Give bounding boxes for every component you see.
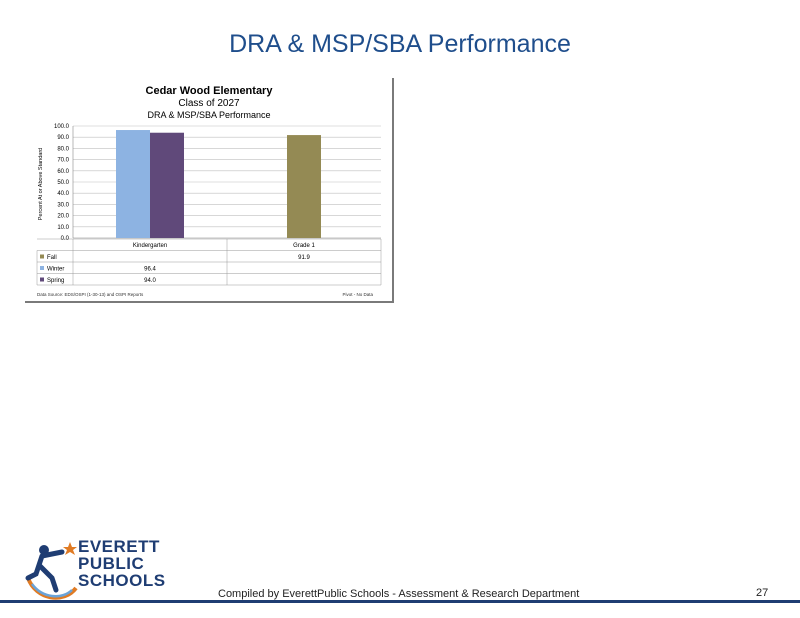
bar-winter <box>116 130 150 238</box>
category-label: Kindergarten <box>133 243 167 249</box>
legend-label-winter: Winter <box>47 267 64 273</box>
data-label: 94.0 <box>144 278 156 284</box>
data-label: 96.4 <box>144 267 156 273</box>
y-tick-label: 100.0 <box>54 124 70 130</box>
chart-title: Cedar Wood Elementary <box>146 85 274 97</box>
legend-label-fall: Fall <box>47 255 57 261</box>
bar-spring <box>150 132 184 238</box>
chart-subtitle-class: Class of 2027 <box>178 98 240 109</box>
date-note: Pivot - No Data <box>342 292 373 297</box>
y-tick-label: 30.0 <box>57 202 69 208</box>
category-label: Grade 1 <box>293 243 315 249</box>
footer-credit: Compiled by EverettPublic Schools - Asse… <box>218 588 580 600</box>
page-number: 27 <box>756 587 769 599</box>
y-tick-label: 20.0 <box>57 214 69 220</box>
everett-public-schools-logo: EVERETT PUBLIC SCHOOLS <box>22 538 172 604</box>
logo-figure-icon <box>25 542 78 600</box>
chart-image: Cedar Wood Elementary Class of 2027 DRA … <box>25 78 394 303</box>
y-tick-label: 90.0 <box>57 135 69 141</box>
logo-text-everett: EVERETT <box>78 537 160 556</box>
y-tick-label: 50.0 <box>57 180 69 186</box>
footer-rule <box>0 600 800 603</box>
y-tick-label: 60.0 <box>57 169 69 175</box>
y-axis-label: Percent At or Above Standard <box>38 148 44 220</box>
y-tick-label: 80.0 <box>57 146 69 152</box>
legend-swatch-winter <box>40 266 44 270</box>
bar-fall <box>287 135 321 238</box>
legend-swatch-fall <box>40 254 44 259</box>
y-tick-label: 40.0 <box>57 191 69 197</box>
y-tick-label: 10.0 <box>57 225 69 231</box>
y-tick-label: 70.0 <box>57 158 69 164</box>
chart-svg: Cedar Wood Elementary Class of 2027 DRA … <box>25 78 390 299</box>
chart-subtitle-assessment: DRA & MSP/SBA Performance <box>147 110 270 120</box>
logo-text-public: PUBLIC <box>78 554 145 573</box>
legend-swatch-spring <box>40 277 44 282</box>
legend-label-spring: Spring <box>47 278 64 284</box>
data-label: 91.9 <box>298 255 310 261</box>
slide-title: DRA & MSP/SBA Performance <box>229 30 571 58</box>
logo-text-schools: SCHOOLS <box>78 571 166 590</box>
source-note: Data Source: EDS/OSPI (1-30-13) and OSPI… <box>37 292 144 297</box>
